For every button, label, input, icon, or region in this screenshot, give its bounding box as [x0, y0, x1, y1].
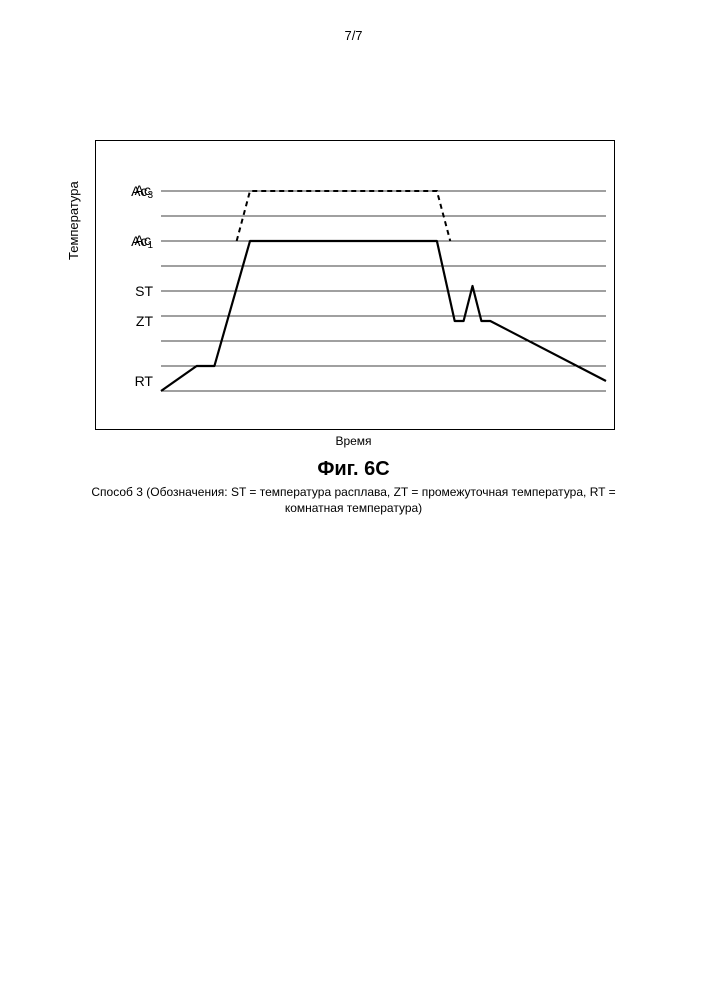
chart-container: AcAc3AcAc1STZTRT — [95, 140, 615, 430]
svg-text:ST: ST — [135, 283, 153, 299]
figure-label: Фиг. 6C — [317, 458, 389, 481]
page-number: 7/7 — [344, 28, 362, 43]
figure-caption: Способ 3 (Обозначения: ST = температура … — [74, 484, 634, 516]
svg-text:RT: RT — [135, 373, 154, 389]
chart-svg: AcAc3AcAc1STZTRT — [96, 141, 616, 431]
x-axis-label: Время — [335, 434, 371, 448]
svg-text:ZT: ZT — [136, 313, 154, 329]
y-axis-label: Температура — [66, 181, 81, 260]
